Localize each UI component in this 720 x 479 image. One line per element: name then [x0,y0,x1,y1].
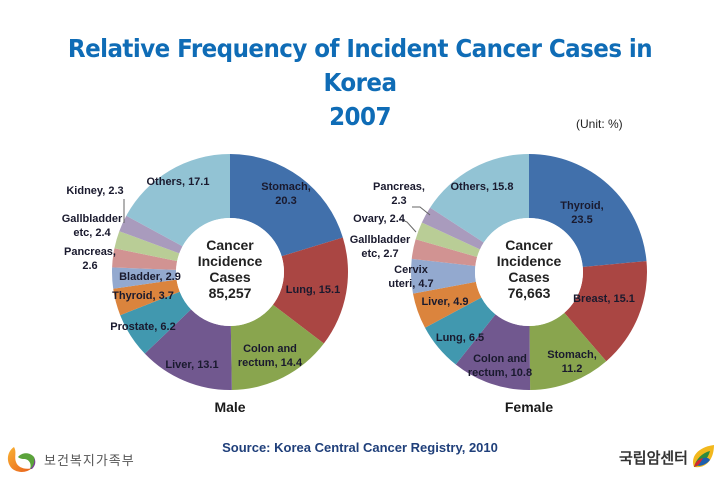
slice-cervix-uteri [411,258,476,294]
data-label: Ovary, 2.4 [353,213,406,225]
data-label: Others, 17.1 [147,176,210,188]
slice-pancreas [112,248,178,270]
data-label: Bladder, 2.9 [119,271,181,283]
ministry-logo: 보건복지가족부 [4,443,135,475]
data-label: Stomach, 11.2 [547,349,597,375]
slice-others [430,154,529,243]
ministry-emblem-icon [7,447,36,472]
title-line-2: 2007 [329,102,391,131]
slice-gallbladder-etc [114,231,180,262]
slice-liver [144,309,232,390]
data-label: Pancreas, 2.3 [373,181,425,207]
ministry-name: 보건복지가족부 [44,452,135,468]
leader-line [399,218,417,233]
data-label: Prostate, 6.2 [110,321,175,333]
data-label: Colon and rectum, 10.8 [468,353,532,379]
slice-prostate [120,291,192,354]
slice-colon-and-rectum [455,314,531,390]
female-donut: Cancer Incidence Cases 76,663 Thyroid, 23.5 Br… [350,154,647,415]
title-line-1: Relative Frequency of Incident Cancer Ca… [67,34,653,97]
data-label: Lung, 6.5 [436,332,484,344]
ncc-logo: 국립암센터 [619,443,716,471]
slice-liver [412,281,482,328]
chart-subtitle: Male [214,399,245,415]
ncc-leaf-icon [692,445,714,468]
data-label: Cervix uteri, 4.7 [388,264,433,290]
slice-lung [272,237,349,344]
chart-title: Relative Frequency of Incident Cancer Ca… [29,32,691,134]
data-label: Kidney, 2.3 [66,185,123,197]
data-label: Breast, 15.1 [573,293,635,305]
donut-hole [475,218,583,326]
slice-thyroid [113,279,180,316]
slice-breast [564,261,647,362]
slice-gallbladder-etc [411,239,478,266]
center-label: Cancer Incidence Cases 76,663 [497,237,562,301]
slice-colon-and-rectum [230,304,324,390]
unit-label: (Unit: %) [576,117,623,131]
slice-stomach [230,154,343,257]
center-label: Cancer Incidence Cases 85,257 [198,237,263,301]
data-label: Pancreas, 2.6 [64,246,116,272]
source-note: Source: Korea Central Cancer Registry, 2… [222,440,498,455]
data-label: Liver, 4.9 [421,296,468,308]
slice-lung [425,297,496,365]
slice-stomach [529,312,607,390]
data-label: Liver, 13.1 [165,359,218,371]
chart-subtitle: Female [505,399,553,415]
slice-kidney [119,215,183,254]
leader-line [412,206,431,216]
ncc-name: 국립암센터 [618,449,688,467]
data-label: Thyroid, 23.5 [560,200,603,226]
data-label: Stomach, 20.3 [261,181,311,207]
data-label: Others, 15.8 [451,181,514,193]
male-donut: Cancer Incidence Cases 85,257 Stomach, 20.3 Lu… [62,154,349,415]
data-label: Thyroid, 3.7 [112,290,174,302]
slice-others [126,154,230,247]
data-label: Gallbladder etc, 2.7 [350,234,411,260]
slice-bladder [112,267,177,289]
data-label: Lung, 15.1 [286,284,340,296]
data-label: Gallbladder etc, 2.4 [62,213,123,239]
slice-pancreas [421,207,484,250]
slice-thyroid [529,154,647,267]
data-label: Colon and rectum, 14.4 [238,343,303,369]
slice-ovary [415,222,480,258]
donut-hole [176,218,284,326]
